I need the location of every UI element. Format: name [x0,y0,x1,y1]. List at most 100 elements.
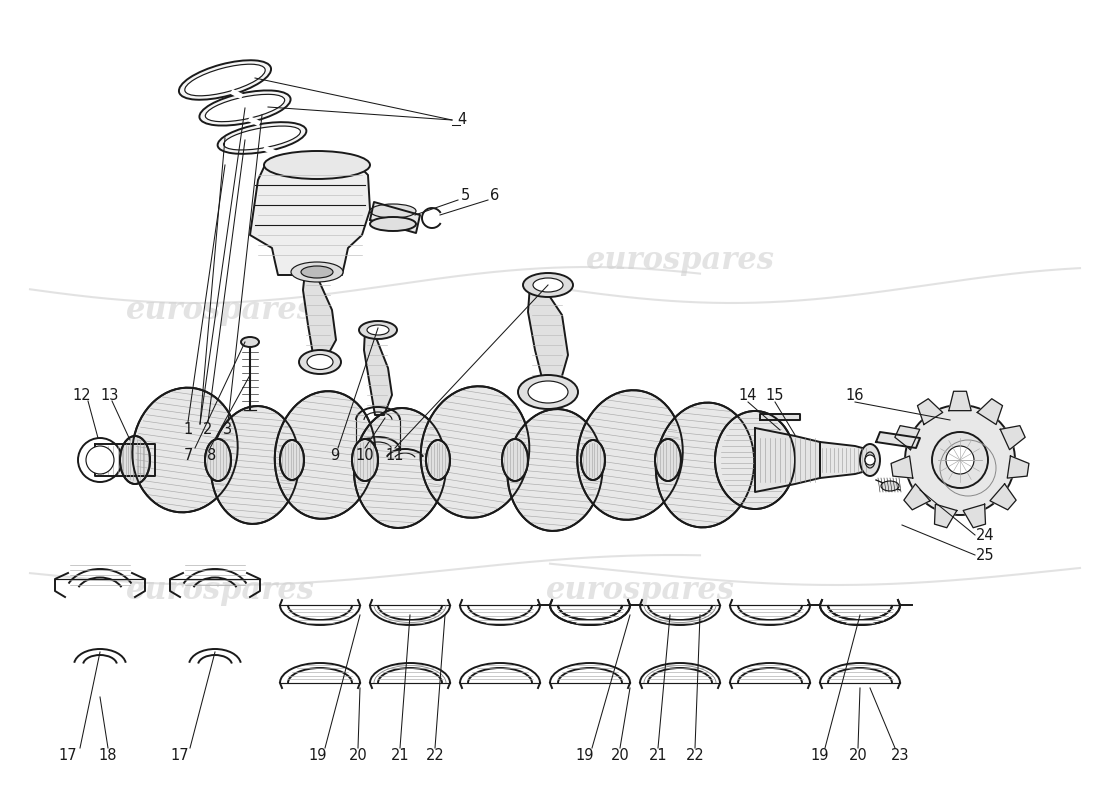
Text: 23: 23 [891,747,910,762]
Text: 24: 24 [976,527,994,542]
Ellipse shape [656,402,755,527]
Text: 20: 20 [848,747,868,762]
Text: 14: 14 [739,387,757,402]
Text: 22: 22 [426,747,444,762]
Ellipse shape [299,350,341,374]
Text: 25: 25 [976,547,994,562]
Ellipse shape [223,126,300,150]
Text: 21: 21 [390,747,409,762]
Polygon shape [891,456,913,478]
Ellipse shape [120,436,150,484]
Ellipse shape [307,354,333,370]
Ellipse shape [426,440,450,480]
Text: eurospares: eurospares [125,294,315,326]
Text: 1: 1 [184,422,192,438]
Text: eurospares: eurospares [585,245,774,275]
Text: 6: 6 [491,187,499,202]
Polygon shape [949,391,971,410]
Ellipse shape [715,411,795,509]
Text: 20: 20 [349,747,367,762]
Ellipse shape [205,439,231,481]
Ellipse shape [518,375,578,409]
Polygon shape [964,504,986,528]
Text: 3: 3 [223,422,232,438]
Polygon shape [1000,426,1025,450]
Ellipse shape [199,90,290,126]
Ellipse shape [502,439,528,481]
Ellipse shape [528,381,568,403]
Polygon shape [894,426,920,450]
Text: eurospares: eurospares [125,574,315,606]
Text: 19: 19 [811,747,829,762]
Ellipse shape [881,481,899,491]
Text: 20: 20 [610,747,629,762]
Ellipse shape [211,406,299,524]
Circle shape [865,455,874,465]
Ellipse shape [370,217,416,231]
Text: 9: 9 [330,447,340,462]
Polygon shape [370,202,420,233]
Text: 11: 11 [386,447,405,462]
Ellipse shape [185,64,265,96]
Text: 8: 8 [208,447,217,462]
Ellipse shape [367,325,389,335]
Text: 5: 5 [461,187,470,202]
Ellipse shape [860,444,880,476]
Text: eurospares: eurospares [546,574,735,606]
Circle shape [86,446,114,474]
Text: 4: 4 [458,113,466,127]
Ellipse shape [534,278,563,292]
Circle shape [946,446,974,474]
Polygon shape [935,504,957,528]
Text: 12: 12 [73,387,91,402]
Text: 17: 17 [58,747,77,762]
Circle shape [932,432,988,488]
Polygon shape [302,272,336,360]
Text: 22: 22 [685,747,704,762]
Text: 18: 18 [99,747,118,762]
Ellipse shape [179,60,271,100]
Polygon shape [528,285,568,390]
Polygon shape [876,432,920,448]
Polygon shape [990,484,1016,510]
Ellipse shape [370,204,416,218]
Ellipse shape [354,408,447,528]
Polygon shape [820,442,870,478]
Polygon shape [755,428,820,492]
Ellipse shape [522,273,573,297]
Ellipse shape [865,452,874,468]
Text: 17: 17 [170,747,189,762]
Polygon shape [917,398,943,425]
Ellipse shape [578,390,683,520]
Ellipse shape [132,388,238,512]
Polygon shape [364,330,392,415]
Circle shape [78,438,122,482]
Text: 7: 7 [184,447,192,462]
Polygon shape [904,484,930,510]
Text: 16: 16 [846,387,865,402]
Text: 10: 10 [355,447,374,462]
Polygon shape [1008,456,1028,478]
Ellipse shape [292,262,343,282]
Ellipse shape [352,439,378,481]
Polygon shape [250,165,370,275]
Polygon shape [977,398,1002,425]
Text: 13: 13 [101,387,119,402]
Polygon shape [95,444,155,476]
Ellipse shape [241,337,258,347]
Ellipse shape [359,321,397,339]
Ellipse shape [206,94,285,122]
Text: 21: 21 [649,747,668,762]
Ellipse shape [301,266,333,278]
Polygon shape [760,414,800,420]
Text: 15: 15 [766,387,784,402]
Text: 2: 2 [204,422,212,438]
Ellipse shape [218,122,307,154]
Ellipse shape [264,151,370,179]
Ellipse shape [275,391,375,519]
Ellipse shape [654,439,681,481]
Ellipse shape [280,440,304,480]
Ellipse shape [420,386,529,518]
Ellipse shape [581,440,605,480]
Text: 19: 19 [309,747,328,762]
